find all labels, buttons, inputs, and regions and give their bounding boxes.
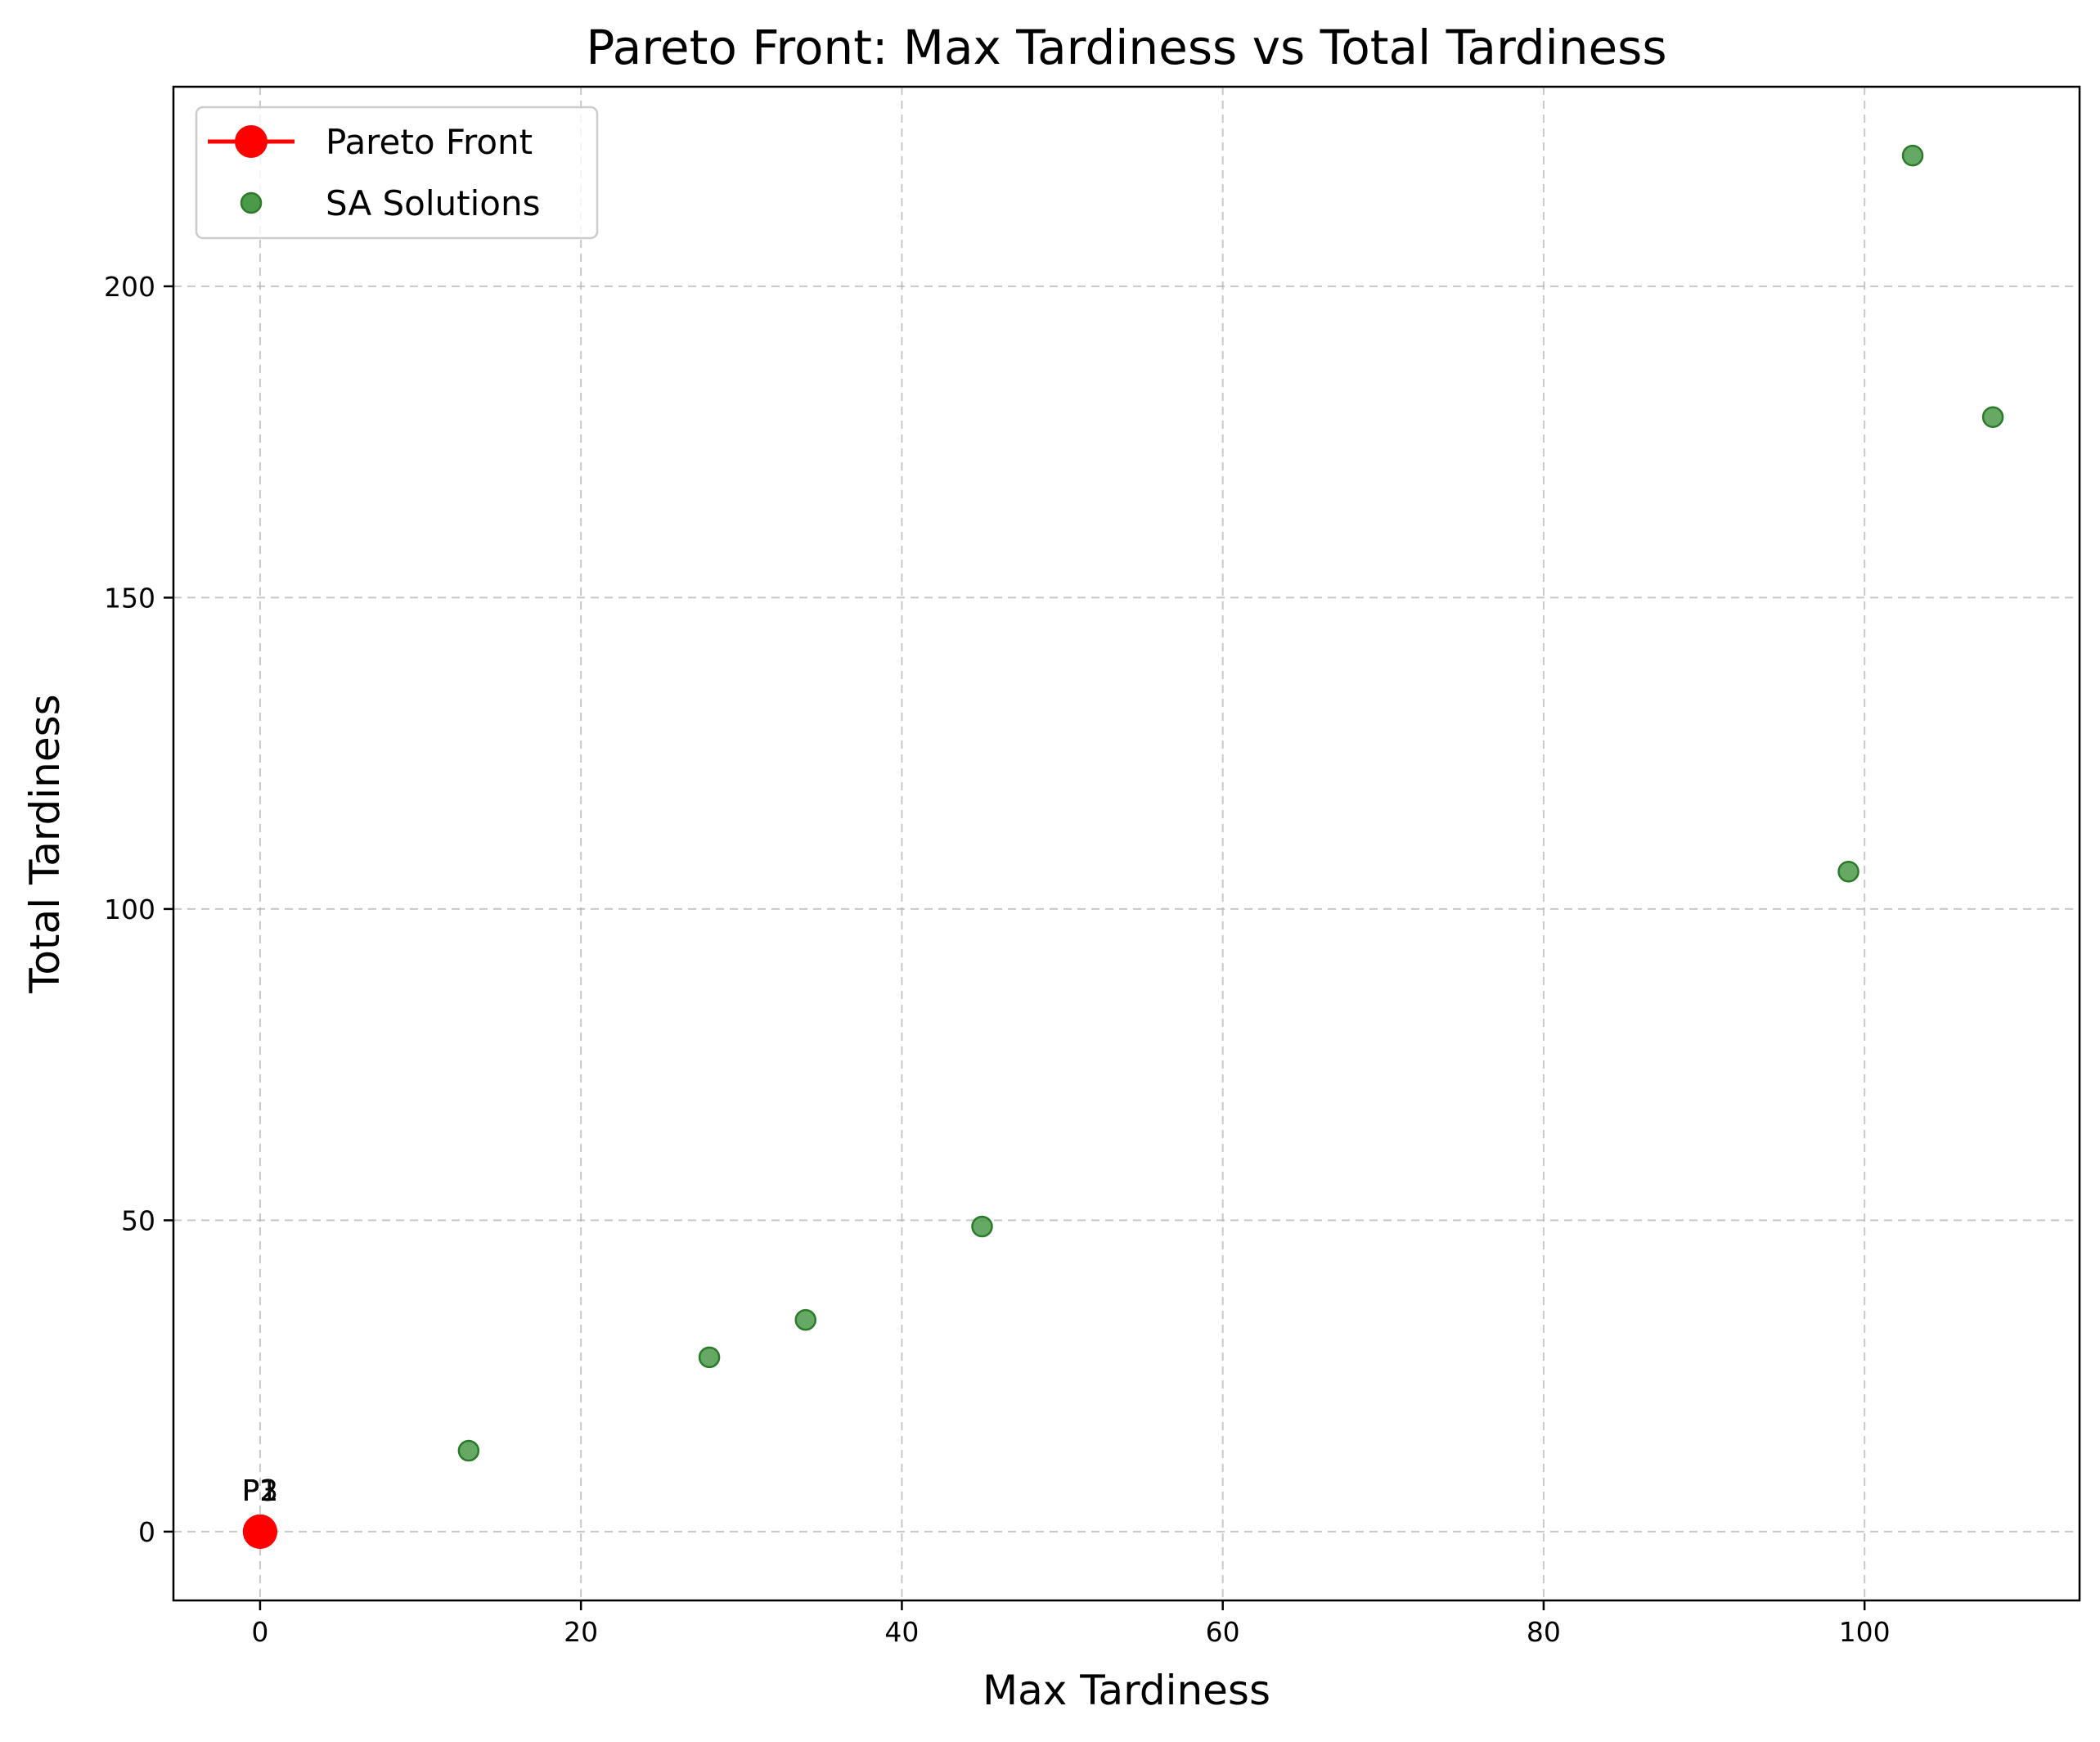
sa-solution-point (1837, 860, 1859, 883)
x-tick-label: 40 (884, 1616, 919, 1648)
y-gridlines (173, 285, 2080, 1533)
y-tick-label: 100 (104, 894, 155, 925)
sa-solution-point (457, 1439, 480, 1462)
sa-solution-point (1981, 406, 2004, 428)
x-tick-label: 20 (564, 1616, 598, 1648)
y-axis-title: Total Tardiness (21, 694, 69, 993)
pareto-front-series (242, 1514, 277, 1549)
legend-pareto-marker (235, 125, 268, 158)
sa-solutions-series (457, 144, 2004, 1462)
legend: Pareto Front SA Solutions (195, 106, 599, 240)
x-axis-ticks: 0 20 40 60 80 100 (251, 1600, 1891, 1648)
sa-solution-point (1901, 144, 1924, 167)
y-tick-label: 150 (104, 582, 155, 614)
legend-label-pareto: Pareto Front (326, 122, 533, 162)
sa-solution-point (971, 1215, 993, 1238)
y-tick-label: 200 (104, 271, 155, 303)
pareto-point-label: P2 (242, 1474, 279, 1508)
legend-label-sa: SA Solutions (326, 183, 541, 223)
y-axis-ticks: 0 50 100 150 200 (104, 271, 173, 1548)
y-tick-label: 50 (121, 1204, 155, 1236)
x-tick-label: 60 (1206, 1616, 1240, 1648)
pareto-front-point (242, 1514, 277, 1549)
x-gridlines (259, 87, 1866, 1600)
legend-box (195, 106, 599, 240)
x-tick-label: 100 (1839, 1616, 1891, 1648)
x-tick-label: 80 (1527, 1616, 1561, 1648)
plot-area (173, 87, 2080, 1600)
sa-solution-point (698, 1346, 721, 1369)
pareto-point-label: P1 (242, 1474, 279, 1508)
sa-solution-point (794, 1308, 816, 1331)
chart-title: Pareto Front: Max Tardiness vs Total Tar… (586, 20, 1666, 75)
x-axis-title: Max Tardiness (983, 1667, 1270, 1714)
legend-sa-marker (240, 191, 263, 214)
plot-frame (172, 85, 2081, 1602)
pareto-point-label: P3 (242, 1474, 279, 1508)
y-tick-label: 0 (138, 1516, 155, 1548)
x-tick-label: 0 (251, 1616, 268, 1648)
